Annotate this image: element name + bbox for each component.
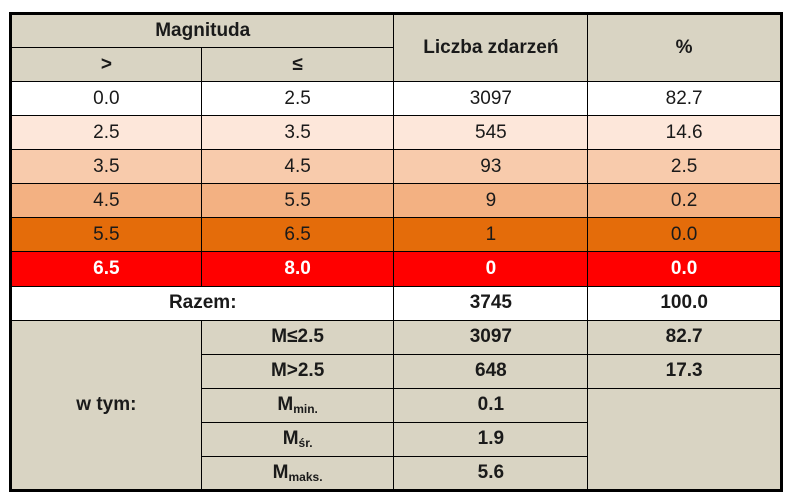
header-count: Liczba zdarzeń (393, 12, 589, 83)
header-percent: % (587, 12, 782, 83)
total-row: Razem: 3745 100.0 (9, 285, 782, 321)
header-greater-than: > (10, 47, 202, 83)
table-row: 2.5 3.5 545 14.6 (10, 115, 782, 151)
header-less-equal: ≤ (200, 47, 395, 83)
breakdown-row: w tym: M≤2.5 3097 82.7 (10, 319, 782, 492)
total-count: 3745 (393, 285, 589, 321)
empty-cell (587, 387, 782, 492)
breakdown-label: w tym: (10, 319, 202, 492)
breakdown-row: Mmin. 0.1 (11, 387, 782, 492)
breakdown-row: Mmaks. 5.6 (11, 455, 782, 492)
m-avg-label: Mśr. (200, 421, 395, 457)
table-row: 6.5 8.0 0 0.0 (10, 251, 782, 287)
breakdown-row: Mśr. 1.9 (11, 421, 782, 457)
table-row: 4.5 5.5 9 0.2 (10, 183, 782, 219)
magnitude-table: Magnituda Liczba zdarzeń % > ≤ 0.0 2.5 3… (9, 12, 783, 492)
breakdown-row: M>2.5 648 17.3 (11, 353, 782, 389)
header-magnitude: Magnituda (9, 12, 395, 49)
table-row: 3.5 4.5 93 2.5 (10, 149, 782, 185)
table-row: 0.0 2.5 3097 82.7 (10, 81, 782, 117)
total-percent: 100.0 (587, 285, 782, 321)
m-max-label: Mmaks. (200, 455, 395, 492)
table-row: 5.5 6.5 1 0.0 (10, 217, 782, 253)
m-min-label: Mmin. (200, 387, 395, 423)
total-label: Razem: (9, 285, 395, 321)
